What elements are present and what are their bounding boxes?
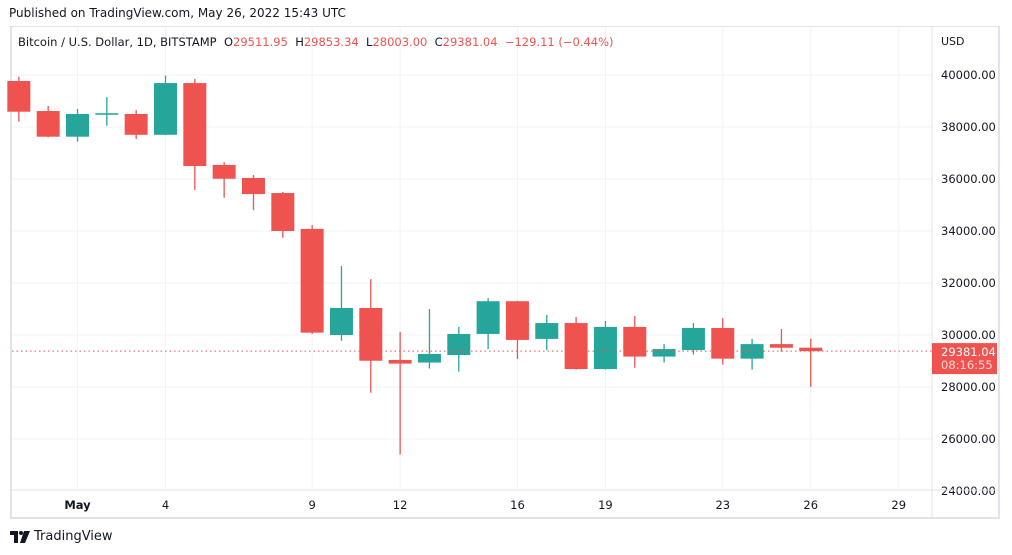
- candle-body-up: [476, 301, 500, 334]
- candle-body-down: [183, 83, 207, 166]
- date-axis-label: 9: [308, 498, 315, 512]
- candle-body-down: [36, 111, 60, 137]
- candle-body-down: [271, 193, 295, 231]
- date-axis-label: 19: [598, 498, 613, 512]
- high-label: H: [295, 35, 304, 49]
- price-axis-label: 40000.00: [941, 68, 996, 82]
- chart-frame: [10, 26, 1000, 519]
- date-axis-label: 26: [803, 498, 818, 512]
- low-value: 28003.00: [372, 35, 428, 49]
- candle-body-up: [740, 344, 764, 359]
- last-price-label: 29381.04: [941, 345, 996, 359]
- date-axis-label: 16: [510, 498, 525, 512]
- candle-body-up: [66, 114, 89, 137]
- candle-body-up: [95, 113, 119, 115]
- low-label: L: [366, 35, 373, 49]
- date-axis-label: 4: [162, 498, 169, 512]
- candle-body-up: [593, 326, 617, 370]
- bar-countdown: 08:16:55: [941, 358, 993, 372]
- last-price-badge: [932, 343, 997, 375]
- currency-label: USD: [941, 35, 965, 48]
- tradingview-logo-icon: [10, 530, 30, 543]
- candle-body-up: [329, 307, 353, 335]
- price-axis-label: 36000.00: [941, 172, 996, 186]
- close-label: C: [434, 35, 443, 49]
- candle-body-down: [799, 347, 823, 352]
- candle-body-up: [153, 83, 177, 135]
- close-value: 29381.04: [442, 35, 498, 49]
- open-value: 29511.95: [233, 35, 288, 49]
- candle-body-down: [241, 177, 265, 195]
- brand-name: TradingView: [34, 529, 113, 544]
- candle-body-up: [681, 327, 705, 351]
- candle-body-down: [711, 327, 735, 359]
- price-axis-label: 34000.00: [941, 224, 996, 238]
- candle-body-down: [124, 114, 148, 135]
- candle-body-down: [505, 301, 529, 340]
- price-axis-label: 32000.00: [941, 276, 996, 290]
- candle-body-down: [769, 344, 793, 348]
- candle-body-up: [447, 333, 471, 356]
- candle-body-down: [623, 326, 647, 357]
- date-axis-label: 12: [393, 498, 408, 512]
- candle-body-down: [7, 81, 31, 112]
- high-value: 29853.34: [303, 35, 359, 49]
- price-axis-label: 38000.00: [941, 120, 996, 134]
- candle-body-down: [212, 164, 236, 179]
- candle-body-up: [417, 353, 441, 363]
- candle-body-down: [359, 307, 383, 361]
- price-axis-label: 24000.00: [941, 484, 996, 498]
- price-axis-label: 30000.00: [941, 328, 996, 342]
- candle-body-down: [388, 359, 412, 364]
- price-axis-label: 26000.00: [941, 432, 996, 446]
- date-axis-label: May: [64, 498, 91, 512]
- tradingview-logo[interactable]: TradingView: [10, 529, 113, 544]
- published-caption: Published on TradingView.com, May 26, 20…: [9, 6, 346, 20]
- candle-body-down: [564, 323, 588, 370]
- candle-body-up: [535, 323, 559, 339]
- candle-body-down: [300, 228, 324, 333]
- open-label: O: [223, 35, 233, 49]
- symbol-legend: Bitcoin / U.S. Dollar, 1D, BITSTAMP O295…: [18, 35, 614, 49]
- change-value: −129.11 (−0.44%): [504, 35, 614, 49]
- candle-body-up: [652, 349, 676, 357]
- date-axis-label: 29: [891, 498, 906, 512]
- symbol-title: Bitcoin / U.S. Dollar, 1D, BITSTAMP: [18, 35, 217, 49]
- date-axis-label: 23: [715, 498, 730, 512]
- price-axis-label: 28000.00: [941, 380, 996, 394]
